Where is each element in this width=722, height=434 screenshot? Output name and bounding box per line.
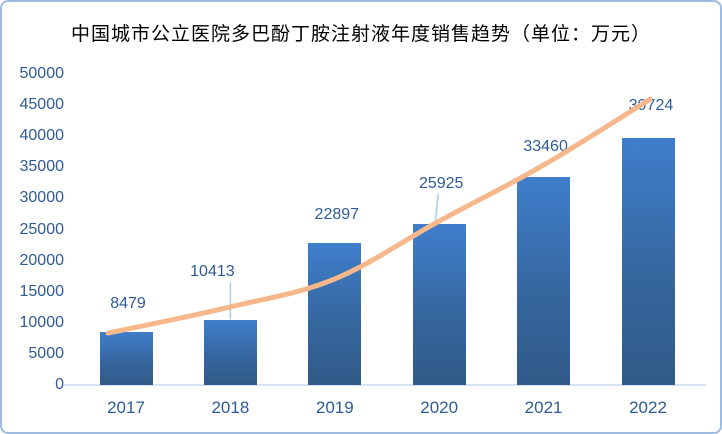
bar-2021: [517, 176, 571, 385]
data-label-2021: 33460: [523, 137, 568, 155]
data-label-2019: 22897: [314, 205, 360, 223]
y-tick-0: 0: [55, 376, 64, 393]
data-label-2018: 10413: [190, 263, 235, 281]
data-label-2017: 8479: [110, 295, 146, 313]
bar-2022: [621, 137, 675, 385]
x-label-2022: 2022: [629, 398, 667, 417]
chart-title: 中国城市公立医院多巴酚丁胺注射液年度销售趋势（单位：万元）: [70, 24, 651, 45]
x-label-2020: 2020: [420, 398, 459, 417]
x-label-2018: 2018: [211, 398, 250, 417]
y-tick-35000: 35000: [19, 158, 65, 176]
bar-2020: [412, 223, 466, 385]
leader-line-2020: [434, 193, 439, 223]
x-label-2017: 2017: [107, 398, 145, 417]
y-tick-30000: 30000: [19, 189, 65, 207]
x-label-2021: 2021: [524, 398, 563, 417]
bar-2019: [308, 242, 362, 385]
data-label-2022: 39724: [628, 96, 674, 114]
x-label-2019: 2019: [315, 398, 354, 417]
data-label-2020: 25925: [418, 174, 464, 192]
bar-2017: [99, 332, 153, 385]
y-tick-50000: 50000: [19, 65, 65, 82]
y-tick-15000: 15000: [19, 282, 65, 300]
bar-2018: [203, 320, 257, 385]
y-tick-40000: 40000: [19, 127, 65, 145]
y-tick-10000: 10000: [19, 313, 65, 331]
x-axis-line: [64, 384, 706, 386]
y-tick-20000: 20000: [19, 251, 65, 269]
y-tick-25000: 25000: [19, 220, 65, 238]
y-tick-45000: 45000: [19, 96, 65, 114]
y-tick-5000: 5000: [28, 344, 64, 362]
